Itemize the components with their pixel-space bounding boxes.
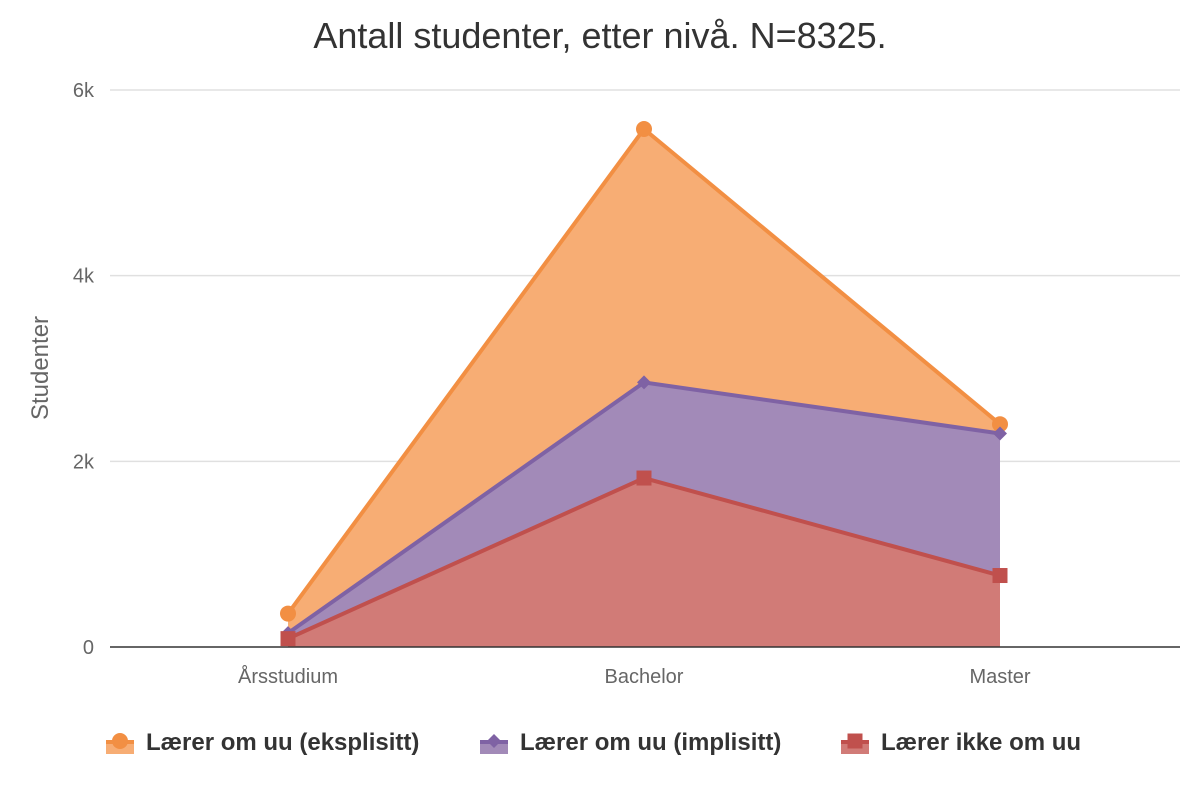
x-tick-label: Master <box>969 666 1030 688</box>
axes: 0 2k 4k 6k Årsstudium Bachelor Master <box>73 80 1180 688</box>
data-point-series-0[interactable] <box>636 120 652 137</box>
data-point-series-2[interactable] <box>992 568 1008 584</box>
series-markers <box>280 120 1008 647</box>
y-tick-label: 6k <box>73 80 95 102</box>
legend-label: Lærer om uu (eksplisitt) <box>146 729 419 756</box>
legend-item-series-0[interactable]: Lærer om uu (eksplisitt) <box>106 729 419 756</box>
x-tick-label: Årsstudium <box>238 665 338 688</box>
data-point-series-2[interactable] <box>280 631 296 647</box>
legend-item-series-1[interactable]: Lærer om uu (implisitt) <box>480 729 781 756</box>
y-tick-label: 2k <box>73 451 95 473</box>
data-point-series-0[interactable] <box>992 416 1008 433</box>
data-point-series-2[interactable] <box>636 470 652 486</box>
data-point-series-1[interactable] <box>993 426 1007 441</box>
area-fill-series-2 <box>288 478 1000 647</box>
legend-label: Lærer ikke om uu <box>881 729 1081 756</box>
y-tick-label: 4k <box>73 266 95 288</box>
legend-label: Lærer om uu (implisitt) <box>520 729 781 756</box>
legend-marker-icon <box>487 734 501 748</box>
x-tick-label: Bachelor <box>605 666 684 688</box>
data-point-series-0[interactable] <box>280 605 296 622</box>
legend[interactable]: Lærer om uu (eksplisitt) Lærer om uu (imp… <box>106 729 1081 756</box>
chart-title: Antall studenter, etter nivå. N=8325. <box>313 15 886 56</box>
data-point-series-1[interactable] <box>637 375 651 390</box>
legend-marker-icon <box>847 733 863 749</box>
legend-item-series-2[interactable]: Lærer ikke om uu <box>841 729 1081 756</box>
y-tick-label: 0 <box>83 637 94 659</box>
legend-marker-icon <box>112 733 128 749</box>
y-axis-label: Studenter <box>27 316 54 420</box>
